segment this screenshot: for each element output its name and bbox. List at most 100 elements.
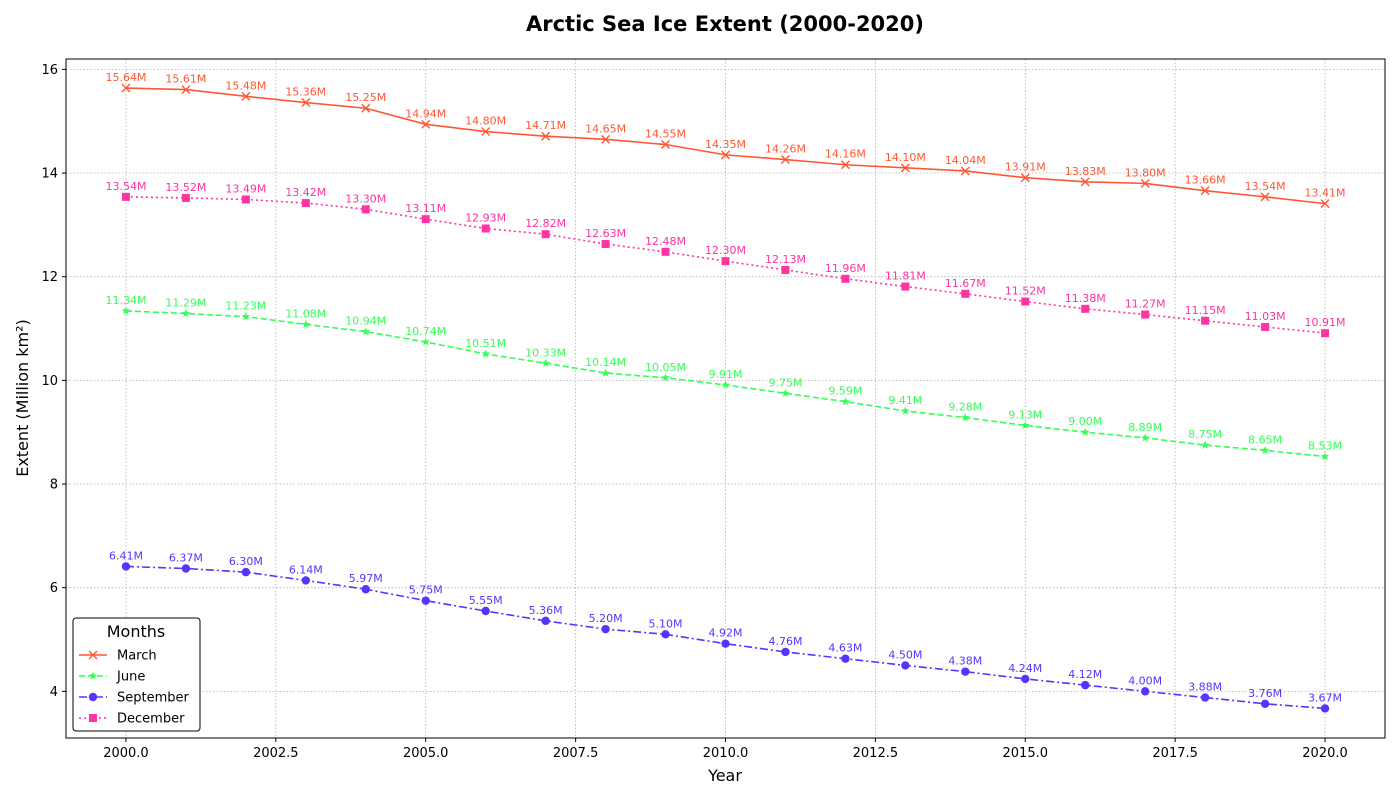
data-label-september: 5.10M	[649, 617, 683, 630]
data-point-march	[601, 134, 611, 144]
data-label-june: 9.59M	[828, 385, 862, 398]
data-point-december	[361, 205, 370, 214]
y-axis-label: Extent (Million km²)	[13, 319, 32, 477]
data-label-march: 14.55M	[645, 128, 686, 141]
data-point-june	[121, 306, 131, 315]
data-label-september: 5.36M	[529, 604, 563, 617]
y-tick-label: 6	[50, 581, 58, 596]
data-label-december: 11.52M	[1005, 285, 1046, 298]
x-tick-label: 2010.0	[703, 746, 749, 761]
data-label-june: 11.34M	[105, 294, 146, 307]
y-axis-ticks: 4 6 8 10 12 14 16	[41, 63, 66, 700]
data-point-march	[661, 140, 671, 150]
data-point-december	[1081, 304, 1090, 313]
legend-item-june: June	[79, 670, 145, 685]
data-point-december	[541, 230, 550, 239]
data-point-december	[661, 247, 670, 256]
legend-label-september: September	[117, 691, 190, 706]
data-point-december	[1141, 310, 1150, 319]
grid-lines	[66, 59, 1385, 738]
data-point-september	[781, 647, 790, 657]
data-point-september	[1260, 699, 1270, 708]
legend: Months March June September December	[72, 617, 201, 732]
data-point-june	[301, 319, 311, 329]
data-point-march	[1140, 178, 1150, 188]
data-label-december: 13.42M	[285, 186, 326, 199]
data-point-december	[1021, 297, 1030, 306]
data-label-march: 13.54M	[1245, 180, 1286, 193]
data-point-march	[241, 91, 251, 101]
data-label-june: 10.14M	[585, 356, 626, 369]
x-tick-label: 2005.0	[403, 746, 449, 761]
data-point-june	[841, 397, 850, 406]
x-tick-label: 2012.5	[853, 746, 899, 761]
data-point-june	[1140, 433, 1150, 442]
data-label-september: 3.88M	[1188, 681, 1222, 694]
data-point-september	[301, 576, 311, 585]
data-label-september: 5.55M	[469, 594, 503, 607]
data-point-december	[781, 265, 790, 274]
data-label-june: 11.08M	[285, 307, 326, 320]
data-point-june	[601, 368, 610, 377]
x-tick-label: 2002.5	[253, 746, 299, 761]
data-label-september: 5.20M	[589, 612, 623, 625]
data-point-march	[1200, 186, 1210, 196]
data-label-september: 4.50M	[888, 648, 922, 661]
data-point-september	[481, 606, 490, 616]
data-point-march	[1320, 199, 1330, 209]
data-label-june: 10.05M	[645, 361, 686, 374]
data-label-september: 4.24M	[1008, 662, 1042, 675]
data-label-march: 14.65M	[585, 122, 626, 135]
x-tick-label: 2007.5	[553, 746, 599, 761]
data-label-december: 11.27M	[1125, 298, 1166, 311]
data-point-december	[721, 257, 730, 266]
data-label-december: 13.54M	[105, 180, 146, 193]
data-point-march	[301, 98, 311, 108]
data-label-june: 8.65M	[1248, 433, 1282, 446]
data-label-march: 15.64M	[105, 71, 146, 84]
data-label-june: 11.23M	[225, 300, 266, 313]
data-point-december	[121, 192, 130, 201]
data-label-march: 15.25M	[345, 91, 386, 104]
data-point-march	[481, 127, 491, 137]
series-line-december	[125, 196, 1326, 334]
data-point-december	[961, 289, 970, 298]
data-point-september	[421, 596, 430, 605]
data-label-december: 11.96M	[825, 262, 866, 275]
data-point-june	[541, 358, 550, 367]
data-point-september	[241, 567, 251, 577]
data-label-march: 13.80M	[1125, 166, 1166, 179]
legend-item-september: September	[79, 691, 190, 706]
data-point-september	[121, 562, 131, 571]
data-point-june	[1080, 427, 1090, 436]
data-point-march	[960, 166, 970, 176]
data-label-march: 14.26M	[765, 143, 806, 156]
data-point-june	[1320, 452, 1330, 461]
data-label-september: 3.67M	[1308, 691, 1342, 704]
y-tick-label: 10	[41, 374, 58, 389]
data-label-september: 4.38M	[948, 655, 982, 668]
legend-label-december: December	[117, 712, 185, 727]
legend-box	[72, 617, 201, 732]
data-label-march: 14.10M	[885, 151, 926, 164]
data-point-june	[361, 327, 371, 336]
data-point-december	[1321, 329, 1330, 338]
data-label-june: 9.75M	[768, 376, 802, 389]
series-march: 15.64M 15.61M 15.48M 15.36M 15.25M 14.94M 14.8…	[105, 71, 1346, 209]
data-point-september	[841, 654, 850, 663]
data-label-september: 5.97M	[349, 572, 383, 585]
data-label-september: 5.75M	[409, 584, 443, 597]
data-label-march: 14.80M	[465, 115, 506, 128]
x-tick-label: 2017.5	[1152, 746, 1198, 761]
data-label-march: 14.71M	[525, 119, 566, 132]
data-label-march: 13.91M	[1005, 161, 1046, 174]
data-point-september	[541, 616, 550, 626]
data-label-march: 13.41M	[1305, 187, 1346, 200]
data-label-march: 13.83M	[1065, 165, 1106, 178]
data-point-september	[1081, 680, 1090, 690]
data-point-june	[1200, 440, 1210, 449]
data-point-september	[1140, 687, 1150, 696]
data-label-june: 8.75M	[1188, 428, 1222, 441]
data-point-june	[781, 388, 790, 397]
